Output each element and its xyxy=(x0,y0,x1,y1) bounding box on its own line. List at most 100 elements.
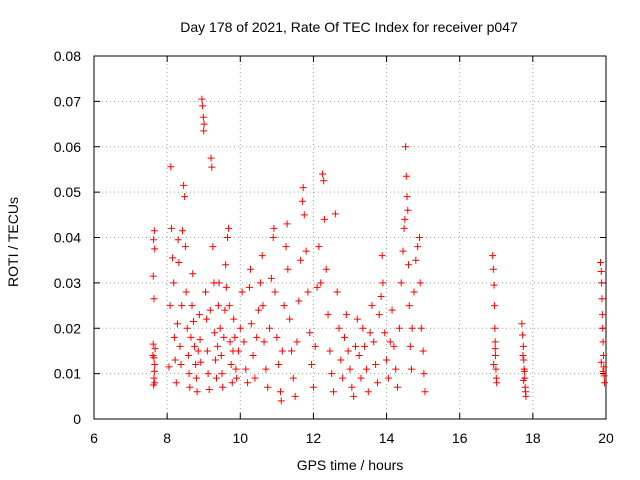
data-point xyxy=(171,356,179,364)
data-point xyxy=(180,181,188,189)
data-point xyxy=(182,288,190,296)
data-point xyxy=(172,379,180,387)
data-point xyxy=(197,358,205,366)
y-tick-label: 0.04 xyxy=(54,230,81,246)
data-point xyxy=(233,374,241,382)
data-point xyxy=(402,143,410,151)
data-point xyxy=(370,338,378,346)
data-point xyxy=(193,388,201,396)
data-point xyxy=(390,342,398,350)
data-point xyxy=(167,163,175,171)
data-point xyxy=(278,347,286,355)
data-point xyxy=(395,324,403,332)
data-point xyxy=(408,324,416,332)
data-point xyxy=(198,95,206,103)
data-point xyxy=(228,379,236,387)
data-point xyxy=(247,320,255,328)
data-point xyxy=(234,347,242,355)
data-point xyxy=(386,338,394,346)
data-point xyxy=(208,163,216,171)
x-tick-label: 6 xyxy=(90,430,98,446)
data-point xyxy=(220,333,228,341)
data-point xyxy=(320,177,328,185)
chart-title: Day 178 of 2021, Rate Of TEC Index for r… xyxy=(180,19,518,35)
data-point xyxy=(277,397,285,405)
data-point xyxy=(492,351,500,359)
data-point xyxy=(223,234,231,241)
data-point xyxy=(266,324,274,332)
axis-ticks: 6 8 10 12 14 16 18 20 0 0.01 0.02 0.03 0.04 0.05 0.06 0… xyxy=(54,48,614,446)
data-point xyxy=(166,302,174,310)
data-point xyxy=(405,302,413,310)
data-point xyxy=(420,370,428,378)
data-point xyxy=(410,288,418,296)
data-point xyxy=(222,283,230,291)
data-point xyxy=(240,338,248,346)
data-point xyxy=(335,324,343,332)
data-point xyxy=(330,388,338,396)
data-point xyxy=(313,283,321,291)
data-point xyxy=(357,374,365,382)
data-point xyxy=(151,361,159,369)
data-point xyxy=(383,356,391,364)
data-point xyxy=(192,374,200,382)
data-point xyxy=(150,227,158,235)
data-point xyxy=(519,342,527,350)
data-point xyxy=(401,215,409,223)
data-point xyxy=(490,281,498,289)
data-point xyxy=(368,302,376,310)
data-point xyxy=(280,302,288,310)
data-point xyxy=(273,333,281,341)
data-point xyxy=(204,370,212,378)
y-tick-label: 0.08 xyxy=(54,48,81,64)
data-point xyxy=(209,243,217,251)
data-point xyxy=(421,388,429,396)
x-tick-label: 18 xyxy=(525,430,541,446)
data-point xyxy=(405,261,413,269)
data-point xyxy=(277,388,285,396)
data-point xyxy=(419,347,427,355)
data-point xyxy=(178,302,186,310)
data-point xyxy=(149,340,157,348)
data-point xyxy=(181,193,189,201)
data-point xyxy=(315,243,323,251)
data-point xyxy=(258,252,266,260)
data-point xyxy=(282,243,290,251)
data-point xyxy=(490,361,498,369)
data-point xyxy=(414,243,422,251)
data-point xyxy=(203,315,211,323)
data-point xyxy=(222,261,230,269)
data-point xyxy=(600,372,608,380)
data-point xyxy=(337,356,345,364)
data-point xyxy=(599,351,607,359)
data-point xyxy=(186,383,194,391)
data-point xyxy=(520,367,528,375)
data-point xyxy=(412,256,420,264)
data-point xyxy=(404,206,412,214)
data-point xyxy=(372,361,380,369)
data-point xyxy=(388,306,396,314)
data-point xyxy=(350,392,358,400)
data-point xyxy=(226,338,234,346)
data-point xyxy=(309,383,317,391)
data-point xyxy=(359,324,367,332)
data-point xyxy=(196,336,204,344)
data-point xyxy=(379,279,387,287)
x-tick-label: 10 xyxy=(232,430,248,446)
data-point xyxy=(362,365,370,373)
data-point xyxy=(275,361,283,369)
data-point xyxy=(287,347,295,355)
data-point xyxy=(491,324,499,332)
data-point xyxy=(492,365,500,373)
data-point xyxy=(221,306,229,314)
data-point xyxy=(211,356,219,364)
data-point xyxy=(377,292,385,300)
data-point xyxy=(259,302,267,310)
y-tick-label: 0.03 xyxy=(54,275,81,291)
data-point xyxy=(519,351,527,359)
data-point xyxy=(149,351,157,359)
data-point xyxy=(151,245,159,253)
data-point xyxy=(225,302,233,310)
data-point xyxy=(373,379,381,387)
data-point xyxy=(397,279,405,287)
